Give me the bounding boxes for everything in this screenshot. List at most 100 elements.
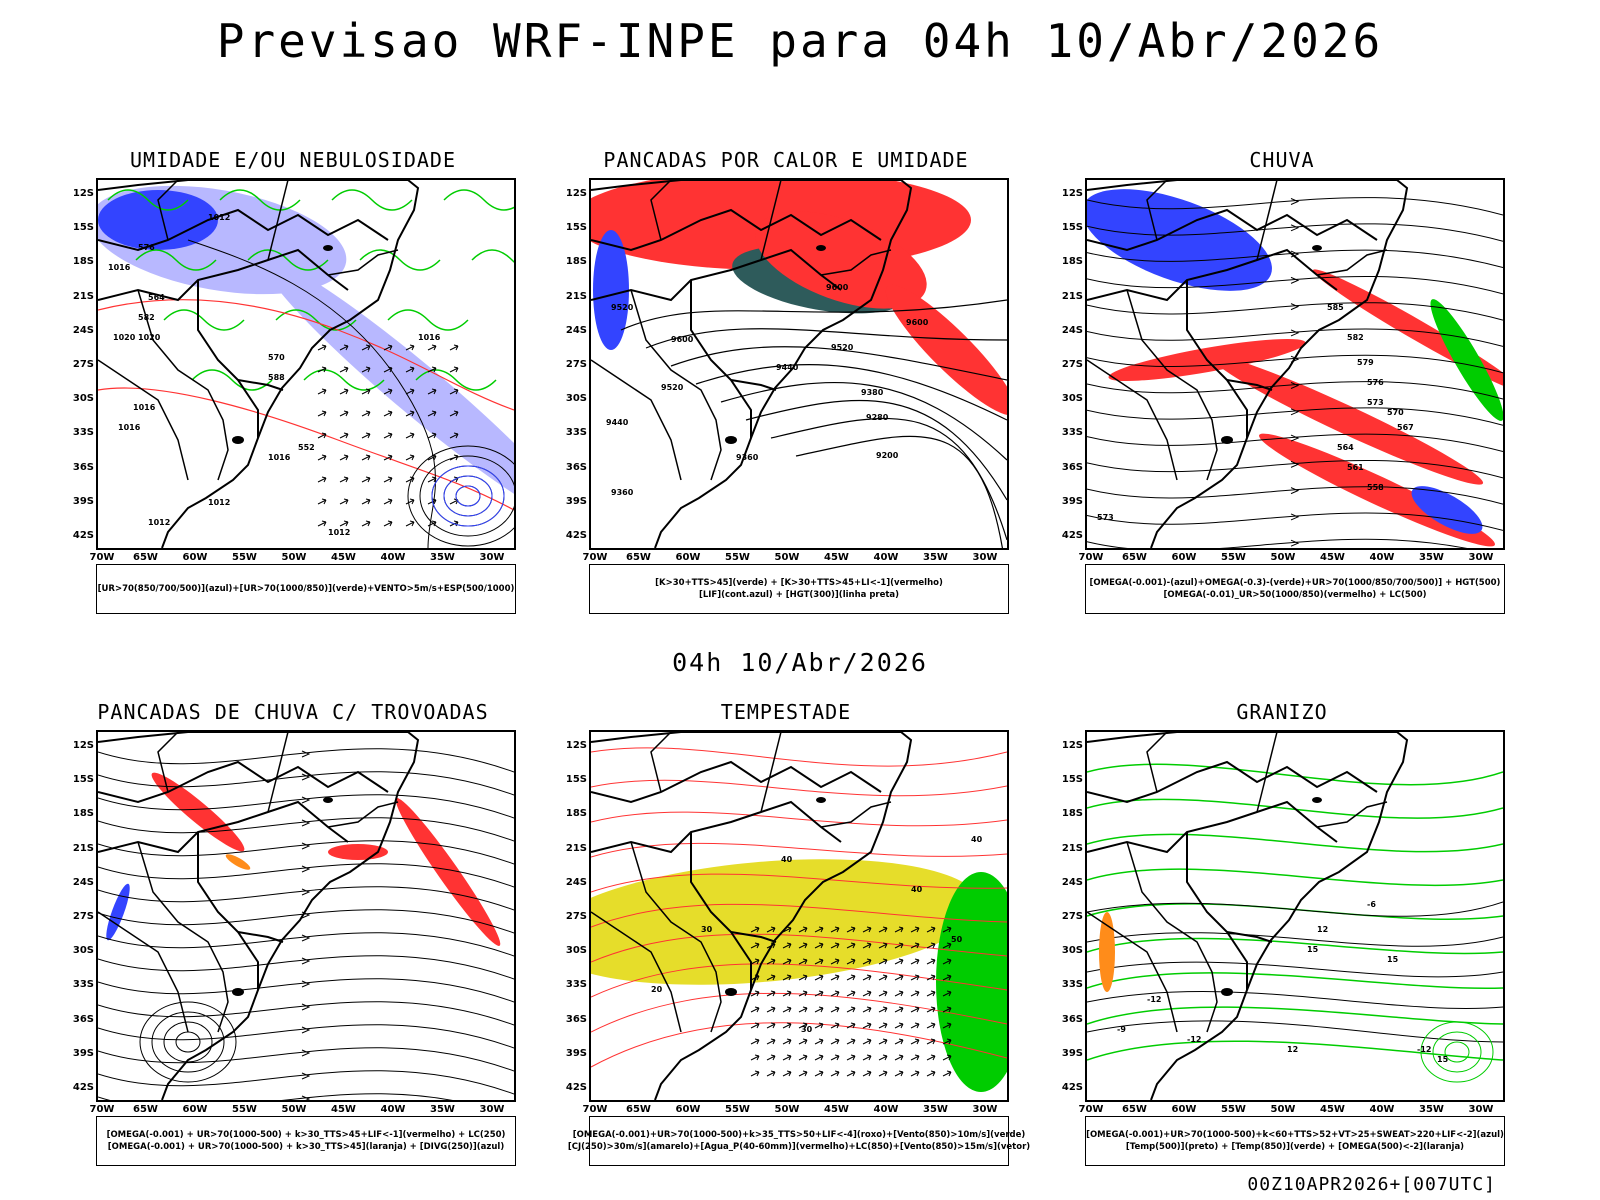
streamline: [1087, 433, 1503, 453]
wind-vector: [862, 974, 872, 981]
streamline: [98, 1001, 514, 1026]
contour-label: 9360: [611, 488, 634, 497]
streamline: [1087, 302, 1503, 321]
lon-tick-label: 30W: [1468, 552, 1494, 563]
panel-title: UMIDADE E/OU NEBULOSIDADE: [129, 148, 457, 172]
lat-tick-label: 30S: [1061, 945, 1083, 957]
low-level-humidity-contour: [219, 189, 301, 211]
streamline-arrow: [301, 1072, 311, 1080]
contour-label: -12: [1187, 1035, 1201, 1044]
height-contour: [720, 381, 1007, 461]
contour-label: 561: [1347, 463, 1364, 472]
wind-vector: [862, 958, 872, 965]
humidity-upper-area: [98, 190, 218, 250]
lat-tick-label: 36S: [72, 461, 94, 473]
lon-tick-label: 45W: [824, 552, 849, 563]
wind-vector: [405, 344, 415, 351]
lon-tick-label: 40W: [1369, 1104, 1395, 1115]
lon-tick-label: 55W: [232, 1104, 257, 1115]
map-frame: [96, 730, 516, 1102]
wind-vector: [926, 990, 936, 997]
lon-tick-label: 35W: [1419, 1104, 1444, 1115]
wind-vector: [427, 366, 437, 373]
wind-vector: [361, 454, 371, 461]
border-line: [730, 931, 777, 943]
border-line: [98, 208, 389, 252]
wind-vector: [449, 432, 459, 439]
wind-vector: [782, 958, 792, 965]
lat-tick-label: 18S: [72, 808, 94, 820]
wind-vector: [942, 974, 952, 981]
lat-tick-label: 33S: [565, 427, 587, 439]
streamline-arrow: [1290, 329, 1300, 337]
precipitable-water-contour: [591, 992, 1007, 1033]
legend-box: [OMEGA(-0.001)-(azul)+OMEGA(-0.3)-(verde…: [1085, 564, 1505, 614]
lon-tick-label: 60W: [1171, 552, 1197, 563]
streamline-arrow: [301, 865, 311, 873]
wind-vector: [894, 942, 904, 949]
streamline: [98, 886, 514, 911]
lat-tick-label: 12S: [72, 740, 94, 751]
wind-vector: [383, 498, 393, 505]
streamline-arrow: [301, 888, 311, 896]
map-frame: -9 -12 -12 -12 -6 12 15 15 15 12: [1085, 730, 1505, 1102]
lat-tick-label: 12S: [565, 740, 587, 751]
panel-pancadas-trovoadas: PANCADAS DE CHUVA C/ TROVOADAS 12S 15S 18S 2…: [58, 700, 528, 1180]
lat-tick-label: 15S: [1061, 774, 1083, 786]
cyclone-contour: [163, 1021, 213, 1063]
wind-vector: [926, 1054, 936, 1061]
border-line: [98, 359, 189, 481]
lat-tick-label: 12S: [565, 188, 587, 199]
contour-label: 1012: [208, 213, 230, 222]
wind-vector: [814, 1022, 824, 1029]
wind-vector: [926, 1006, 936, 1013]
temp-850-contour: [1087, 937, 1503, 955]
lat-tick-label: 12S: [1061, 188, 1083, 199]
streamline-arrow: [301, 957, 311, 965]
thickness-contour: [98, 387, 514, 511]
wind-vector: [405, 388, 415, 395]
wind-vector: [317, 498, 327, 505]
wind-vector: [750, 942, 760, 949]
convection-area: [225, 854, 251, 870]
border-line: [1316, 801, 1388, 828]
contour-label: 573: [1367, 398, 1384, 407]
streamline-arrow: [301, 980, 311, 988]
streamline-arrow: [301, 842, 311, 850]
wind-vector: [846, 926, 856, 933]
streamline: [98, 794, 514, 819]
map-canvas: 9600960096009520944095209380928092009360…: [591, 180, 1007, 548]
streamline-arrow: [1290, 382, 1300, 389]
streamline: [1087, 381, 1503, 400]
contour-label: 9600: [906, 318, 929, 327]
contour-label: 1016: [108, 263, 131, 272]
wind-vector: [926, 1038, 936, 1045]
wind-vector: [830, 990, 840, 997]
border-line: [650, 732, 672, 793]
legend-box: [UR>70(850/700/500)](azul)+[UR>70(1000/8…: [96, 564, 516, 614]
border-line: [630, 841, 722, 1033]
lat-tick-label: 42S: [72, 1082, 94, 1093]
lat-tick-label: 39S: [565, 495, 587, 507]
legend-box: [OMEGA(-0.001)+UR>70(1000-500)+k<60+TTS>…: [1085, 1116, 1505, 1166]
wind-vector: [814, 958, 824, 965]
streamline: [1087, 538, 1467, 548]
border-line: [760, 180, 782, 261]
border-line: [1316, 249, 1388, 276]
contour-label: 12: [1287, 1045, 1298, 1054]
streamline-arrow: [1290, 434, 1300, 442]
border-line: [197, 832, 259, 990]
lon-tick-label: 30W: [1468, 1104, 1494, 1115]
wind-vector: [942, 990, 952, 997]
low-level-humidity-contour: [163, 309, 245, 331]
coastline: [591, 732, 913, 1100]
contour-label: 564: [148, 293, 165, 302]
wind-vector: [782, 974, 792, 981]
lake-mark: [1312, 245, 1322, 251]
wind-vector: [750, 1038, 760, 1045]
wind-vector: [383, 454, 393, 461]
lat-tick-label: 21S: [565, 842, 587, 854]
lat-tick-label: 18S: [1061, 808, 1083, 820]
wind-vector: [361, 476, 371, 483]
map-canvas: 1012 1016 1020 1016 1012 1012 1016 1016 1016 1012…: [98, 180, 514, 548]
